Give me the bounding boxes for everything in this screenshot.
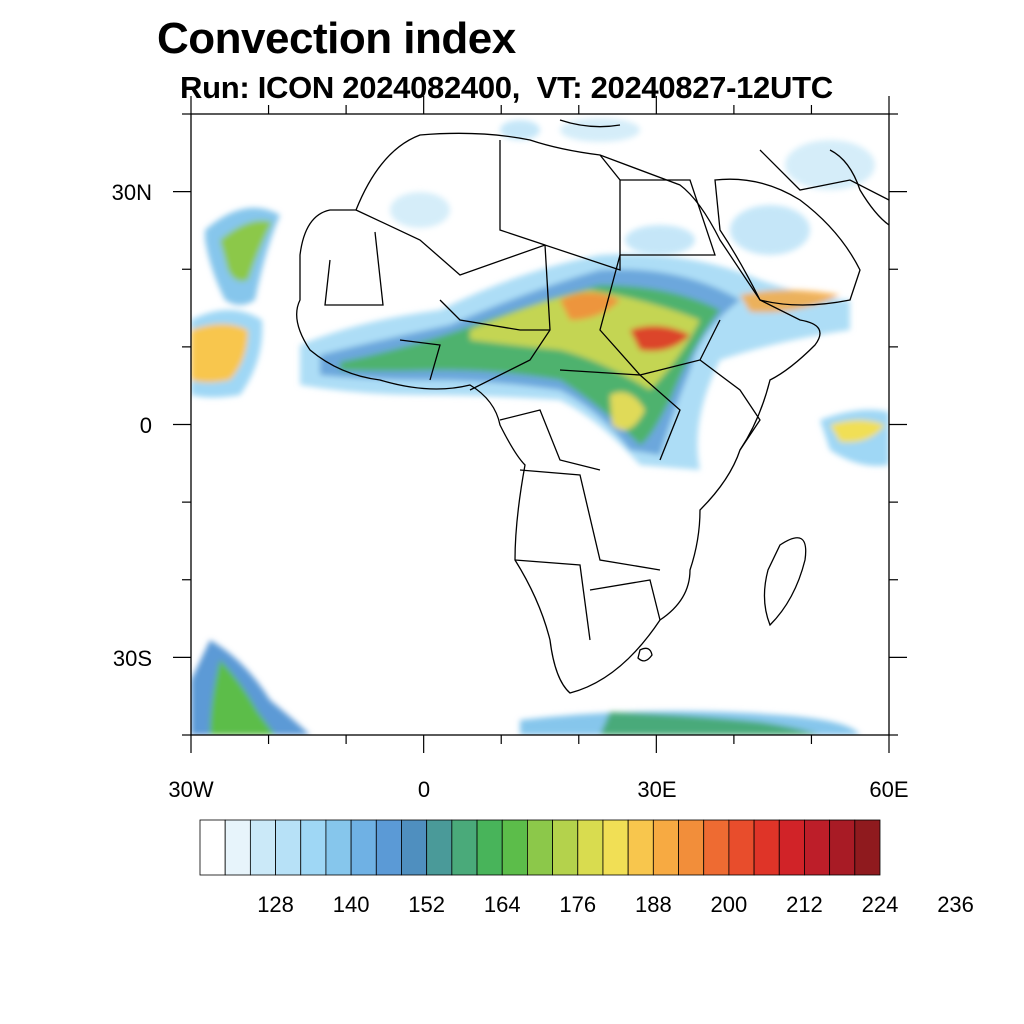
border-niger-nigeria (439, 299, 550, 331)
coastlines-borders (296, 119, 889, 694)
border-mauritania-mali (324, 231, 384, 306)
colorbar-label: 164 (484, 892, 521, 917)
colorbar-swatch (527, 819, 553, 876)
colorbar-swatch (678, 819, 705, 876)
border-congo (499, 409, 601, 471)
colorbar-label: 128 (257, 892, 294, 917)
indian-ocean-cluster (820, 409, 889, 466)
lon-label-0: 0 (418, 777, 430, 802)
southern-ocean-band (191, 640, 860, 735)
border-ghana (399, 339, 441, 381)
colorbar-swatch (275, 819, 302, 876)
chart-subtitle: Run: ICON 2024082400, VT: 20240827-12UTC (180, 70, 833, 105)
colorbar-label: 224 (862, 892, 899, 917)
lat-label-30n: 30N (112, 180, 152, 205)
chart-title: Convection index (157, 14, 516, 63)
border-central-africa (559, 369, 681, 461)
colorbar-swatch (249, 819, 276, 876)
convection-field (191, 118, 889, 735)
colorbar-swatch (829, 819, 856, 876)
border-algeria-libya (499, 140, 546, 246)
colorbar-swatch (426, 819, 453, 876)
colorbar-labels: 128 140 152 164 176 188 200 212 224 236 (257, 892, 974, 917)
colorbar-swatch (753, 819, 780, 876)
middle-east-borders (759, 149, 889, 201)
lon-label-30e: 30E (637, 777, 676, 802)
colorbar-swatch (375, 819, 402, 876)
iran-coast (829, 149, 889, 226)
border-namibia (514, 559, 591, 641)
lon-label-60e: 60E (869, 777, 908, 802)
border-niger-chad (469, 244, 551, 391)
colorbar-swatch (577, 819, 604, 876)
colorbar-swatch (350, 819, 377, 876)
lat-label-30s: 30S (113, 646, 152, 671)
scattered-light-patches (390, 118, 875, 255)
colorbar-swatch (501, 819, 528, 876)
lon-label-30w: 30W (168, 777, 213, 802)
arabian-peninsula (714, 178, 861, 306)
colorbar-swatch (854, 819, 881, 876)
lesotho (637, 647, 653, 662)
colorbar-swatch (325, 819, 352, 876)
colorbar-swatch (652, 819, 679, 876)
colorbar-label: 140 (333, 892, 370, 917)
border-angola (519, 469, 661, 571)
axis-ticks (173, 96, 907, 753)
colorbar-label: 236 (937, 892, 974, 917)
italy-coast (559, 119, 621, 128)
colorbar (199, 819, 881, 876)
colorbar-label: 200 (711, 892, 748, 917)
lat-label-0: 0 (140, 413, 152, 438)
colorbar-swatch (476, 819, 503, 876)
colorbar-swatch (401, 819, 428, 876)
colorbar-label: 176 (559, 892, 596, 917)
colorbar-label: 152 (408, 892, 445, 917)
colorbar-swatch (728, 819, 755, 876)
colorbar-swatch (300, 819, 327, 876)
colorbar-swatch (224, 819, 251, 876)
colorbar-swatch (627, 819, 654, 876)
africa-coastline (296, 132, 821, 694)
atlantic-cloud-cluster (191, 207, 280, 398)
colorbar-label: 188 (635, 892, 672, 917)
colorbar-swatch (703, 819, 730, 876)
border-botswana (589, 579, 661, 621)
colorbar-swatch (199, 819, 226, 876)
colorbar-swatch (451, 819, 478, 876)
madagascar (763, 537, 807, 627)
border-ethiopia-kenya (699, 359, 761, 451)
colorbar-swatch (552, 819, 579, 876)
colorbar-swatch (602, 819, 629, 876)
sahel-convection-band (300, 254, 850, 470)
colorbar-label: 212 (786, 892, 823, 917)
colorbar-swatch (804, 819, 831, 876)
colorbar-swatch (778, 819, 805, 876)
border-egypt (620, 179, 716, 256)
